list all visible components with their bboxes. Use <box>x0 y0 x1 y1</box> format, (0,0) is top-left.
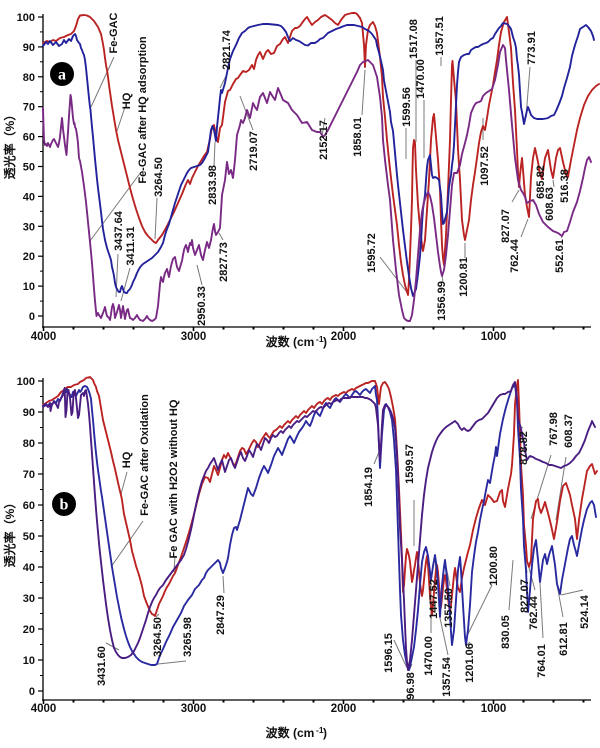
svg-text:波数 (cm: 波数 (cm <box>266 334 315 349</box>
svg-text:透光率（%）: 透光率（%） <box>2 497 17 568</box>
svg-text:3000: 3000 <box>181 703 207 715</box>
svg-text:2950.33: 2950.33 <box>196 286 208 326</box>
svg-text:1595.72: 1595.72 <box>366 233 378 273</box>
svg-text:HQ: HQ <box>121 92 133 109</box>
svg-text:1858.01: 1858.01 <box>352 117 364 157</box>
svg-text:Fe GAC with H2O2 without HQ: Fe GAC with H2O2 without HQ <box>168 399 180 558</box>
svg-text:773.91: 773.91 <box>526 31 538 65</box>
svg-text:70: 70 <box>23 469 35 481</box>
svg-text:Fe-GAC after HQ adsorption: Fe-GAC after HQ adsorption <box>137 36 149 184</box>
svg-text:3264.50: 3264.50 <box>153 157 165 197</box>
svg-text:827.07: 827.07 <box>519 579 531 613</box>
svg-text:1357.50: 1357.50 <box>443 588 455 628</box>
svg-text:1596.15: 1596.15 <box>383 633 395 673</box>
svg-text:波数 (cm: 波数 (cm <box>266 725 315 740</box>
svg-text:608.37: 608.37 <box>563 414 575 448</box>
svg-text:30: 30 <box>23 593 35 605</box>
svg-text:1000: 1000 <box>481 331 507 343</box>
svg-text:1000: 1000 <box>481 703 507 715</box>
svg-text:2000: 2000 <box>331 703 357 715</box>
svg-text:1201.06: 1201.06 <box>464 643 476 683</box>
svg-text:2719.07: 2719.07 <box>248 131 260 171</box>
svg-text:1200.80: 1200.80 <box>488 546 500 586</box>
svg-text:552.61: 552.61 <box>554 239 566 273</box>
svg-text:1599.57: 1599.57 <box>404 444 416 484</box>
svg-text:2152.17: 2152.17 <box>318 120 330 160</box>
svg-text:764.01: 764.01 <box>536 644 548 678</box>
svg-text:1517.08: 1517.08 <box>408 19 420 59</box>
svg-text:80: 80 <box>23 438 35 450</box>
svg-text:762.44: 762.44 <box>509 238 521 273</box>
svg-text:830.05: 830.05 <box>500 615 512 649</box>
svg-text:90: 90 <box>23 407 35 419</box>
svg-text:HQ: HQ <box>121 451 133 468</box>
svg-text:1200.81: 1200.81 <box>458 257 470 297</box>
svg-text:b: b <box>60 497 69 514</box>
svg-text:0: 0 <box>29 686 35 698</box>
svg-text:4000: 4000 <box>31 331 57 343</box>
svg-text:516.38: 516.38 <box>559 169 571 203</box>
svg-text:2827.73: 2827.73 <box>218 242 230 282</box>
svg-text:100: 100 <box>17 12 35 24</box>
svg-text:3265.98: 3265.98 <box>182 617 194 657</box>
svg-text:80: 80 <box>23 72 35 84</box>
svg-text:70: 70 <box>23 102 35 114</box>
svg-text:3411.31: 3411.31 <box>125 226 137 265</box>
svg-text:10: 10 <box>23 281 35 293</box>
svg-text:10: 10 <box>23 655 35 667</box>
svg-text:20: 20 <box>23 251 35 263</box>
svg-text:2833.98: 2833.98 <box>207 165 219 205</box>
svg-text:60: 60 <box>23 500 35 512</box>
svg-text:1357.54: 1357.54 <box>441 656 453 697</box>
svg-text:762.44: 762.44 <box>528 595 540 630</box>
svg-text:2000: 2000 <box>331 331 357 343</box>
svg-text:3437.64: 3437.64 <box>113 210 125 251</box>
svg-text:1470.00: 1470.00 <box>415 59 427 99</box>
svg-text:50: 50 <box>23 162 35 174</box>
svg-text:827.07: 827.07 <box>500 209 512 243</box>
svg-text:1356.99: 1356.99 <box>436 281 448 321</box>
svg-text:1097.52: 1097.52 <box>479 146 491 186</box>
svg-text:): ) <box>323 726 327 740</box>
svg-text:2847.29: 2847.29 <box>215 595 227 635</box>
svg-text:40: 40 <box>23 191 35 203</box>
svg-text:40: 40 <box>23 562 35 574</box>
svg-text:3431.60: 3431.60 <box>96 646 108 686</box>
svg-text:1447.52: 1447.52 <box>428 579 440 619</box>
svg-text:612.81: 612.81 <box>558 622 570 656</box>
svg-text:4000: 4000 <box>31 703 57 715</box>
svg-text:90: 90 <box>23 42 35 54</box>
svg-text:878.82: 878.82 <box>518 431 530 465</box>
svg-text:60: 60 <box>23 132 35 144</box>
svg-text:1357.51: 1357.51 <box>434 16 446 56</box>
svg-text:透光率（%）: 透光率（%） <box>2 109 17 180</box>
svg-text:2821.74: 2821.74 <box>221 29 233 70</box>
svg-text:Fe-GAC after Oxidation: Fe-GAC after Oxidation <box>139 394 151 516</box>
svg-text:1470.00: 1470.00 <box>423 636 435 676</box>
svg-text:1854.19: 1854.19 <box>363 467 375 507</box>
svg-text:): ) <box>323 335 327 349</box>
svg-text:3000: 3000 <box>181 331 207 343</box>
svg-text:50: 50 <box>23 531 35 543</box>
svg-text:Fe-GAC: Fe-GAC <box>108 12 120 53</box>
svg-text:524.14: 524.14 <box>579 594 591 629</box>
svg-text:20: 20 <box>23 624 35 636</box>
svg-text:30: 30 <box>23 221 35 233</box>
svg-text:100: 100 <box>17 376 35 388</box>
svg-text:96.98: 96.98 <box>405 672 417 700</box>
svg-text:0: 0 <box>29 311 35 323</box>
svg-text:-1: -1 <box>316 334 324 344</box>
svg-text:a: a <box>58 67 66 84</box>
svg-text:608.63: 608.63 <box>544 187 556 221</box>
svg-text:685.82: 685.82 <box>535 165 547 199</box>
svg-text:767.98: 767.98 <box>548 412 560 446</box>
svg-text:1599.56: 1599.56 <box>401 87 413 127</box>
svg-text:-1: -1 <box>316 725 324 735</box>
svg-text:3264.50: 3264.50 <box>152 617 164 657</box>
